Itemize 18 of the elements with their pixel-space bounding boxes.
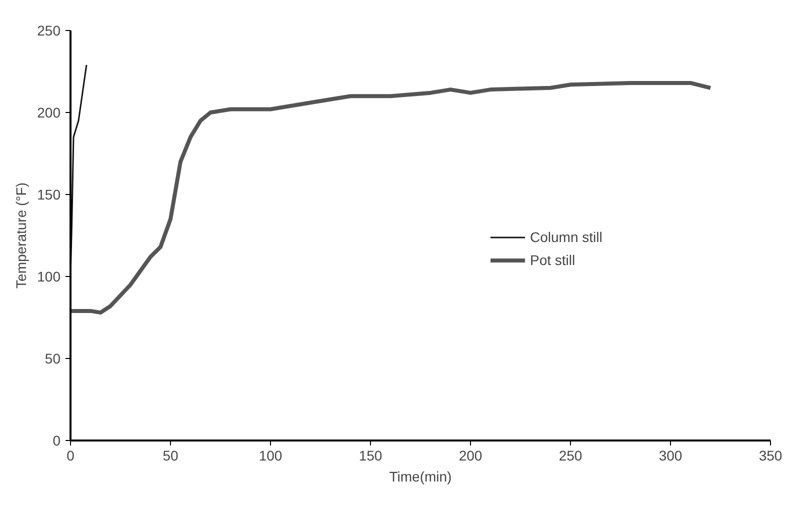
x-tick-label: 0: [66, 448, 75, 464]
x-tick-label: 200: [458, 448, 482, 464]
x-axis-title: Time(min): [389, 468, 452, 484]
y-tick-label: 100: [37, 268, 61, 284]
x-tick-label: 300: [658, 448, 682, 464]
y-axis-title: Temperature (°F): [13, 182, 30, 288]
x-tick-label: 350: [758, 448, 782, 464]
legend-label: Pot still: [530, 252, 576, 268]
x-tick-label: 100: [258, 448, 282, 464]
y-tick-label: 250: [37, 22, 61, 38]
legend-label: Column still: [530, 229, 602, 245]
y-tick-label: 200: [37, 104, 61, 120]
y-tick-label: 0: [52, 432, 61, 448]
x-tick-label: 50: [162, 448, 178, 464]
x-tick-label: 150: [358, 448, 382, 464]
y-tick-label: 50: [44, 350, 61, 366]
x-tick-label: 250: [558, 448, 582, 464]
y-tick-label: 150: [37, 186, 61, 202]
